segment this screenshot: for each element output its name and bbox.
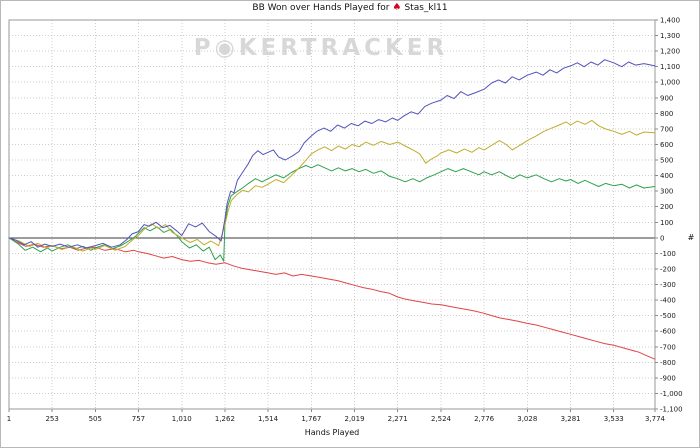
y-tick-label: -400 bbox=[660, 297, 676, 305]
y-tick-label: 800 bbox=[660, 110, 673, 118]
y-tick-label: 900 bbox=[660, 94, 673, 102]
y-tick-label: 1,400 bbox=[660, 17, 680, 25]
y-tick-label: -100 bbox=[660, 250, 676, 258]
y-tick-label: -1,000 bbox=[660, 390, 683, 398]
bb-won-line-chart: P◉KERTRACKER -1,100 -1,000 -900 -800 -700 -60… bbox=[7, 17, 695, 438]
pokerstars-spade-icon: ♠ bbox=[392, 2, 402, 13]
y-tick-label: 1,000 bbox=[660, 79, 680, 87]
x-tick-label: 253 bbox=[45, 415, 58, 423]
x-tick-label: 1,010 bbox=[172, 415, 192, 423]
x-tick-label: 1,514 bbox=[258, 415, 279, 423]
y-tick-label: 1,300 bbox=[660, 32, 680, 40]
y-axis-label: # bbox=[688, 233, 695, 242]
x-tick-label: 757 bbox=[132, 415, 145, 423]
x-tick-label: 3,028 bbox=[517, 415, 537, 423]
y-tick-label: 600 bbox=[660, 141, 673, 149]
grid-layer: -1,100 -1,000 -900 -800 -700 -600 -500 -400 -300… bbox=[7, 17, 683, 424]
x-axis-label: Hands Played bbox=[305, 428, 359, 437]
y-tick-label: 300 bbox=[660, 188, 673, 196]
y-tick-label: 400 bbox=[660, 172, 673, 180]
series-green-line bbox=[8, 164, 656, 262]
y-tick-label: 500 bbox=[660, 157, 673, 165]
pokertracker-watermark: P◉KERTRACKER bbox=[194, 35, 448, 61]
chart-title: BB Won over Hands Played for ♠ Stas_kl11 bbox=[1, 1, 699, 15]
chart-title-text: BB Won over Hands Played for bbox=[252, 3, 390, 13]
x-tick-label: 2,019 bbox=[344, 415, 364, 423]
series-olive-line bbox=[8, 119, 656, 252]
x-tick-label: 2,776 bbox=[474, 415, 495, 423]
x-tick-label: 2,271 bbox=[388, 415, 408, 423]
x-tick-label: 3,281 bbox=[561, 415, 581, 423]
y-tick-label: 100 bbox=[660, 219, 673, 227]
y-tick-label: -800 bbox=[660, 359, 676, 367]
y-tick-label: 200 bbox=[660, 203, 673, 211]
x-tick-label: 1,767 bbox=[301, 415, 321, 423]
series-layer bbox=[8, 59, 656, 360]
y-tick-label: -300 bbox=[660, 281, 676, 289]
x-tick-label: 1 bbox=[7, 415, 11, 423]
y-tick-label: -1,100 bbox=[660, 406, 683, 414]
y-tick-label: 1,100 bbox=[660, 63, 680, 71]
y-tick-label: 700 bbox=[660, 125, 673, 133]
y-tick-label: 0 bbox=[660, 234, 664, 242]
x-tick-label: 3,533 bbox=[604, 415, 624, 423]
x-tick-label: 2,524 bbox=[431, 415, 452, 423]
y-tick-label: -500 bbox=[660, 312, 676, 320]
y-tick-label: -700 bbox=[660, 343, 676, 351]
y-tick-label: -600 bbox=[660, 328, 676, 336]
y-tick-label: -900 bbox=[660, 374, 676, 382]
x-tick-label: 3,774 bbox=[645, 415, 666, 423]
series-red-line bbox=[8, 237, 656, 360]
y-tick-label: 1,200 bbox=[660, 48, 680, 56]
x-tick-label: 505 bbox=[89, 415, 102, 423]
series-blue-line bbox=[8, 59, 656, 249]
y-tick-label: -200 bbox=[660, 265, 676, 273]
x-tick-label: 1,262 bbox=[215, 415, 235, 423]
plot-border bbox=[8, 19, 656, 410]
player-name: Stas_kl11 bbox=[404, 3, 448, 13]
